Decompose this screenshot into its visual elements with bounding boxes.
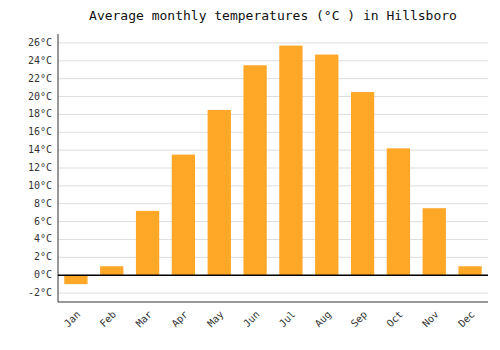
x-tick-label: Mar	[134, 309, 155, 330]
grid-line	[58, 132, 488, 133]
y-tick-label: 18°C	[28, 108, 52, 119]
y-axis: -2°C 0°C 2°C 4°C 6°C 8°C 10°C 12°C 14°C 16°C 18°C 2…	[28, 34, 58, 302]
bar	[243, 65, 266, 275]
grid-line	[58, 275, 488, 276]
y-tick-label: 12°C	[28, 162, 52, 173]
bar	[136, 211, 159, 275]
y-axis-line	[58, 34, 59, 302]
grid-line	[58, 185, 488, 186]
x-tick-label: Oct	[384, 309, 405, 330]
grid-line	[58, 150, 488, 151]
x-tick-label: Jul	[277, 309, 298, 330]
x-axis: Jan Feb Mar Apr May Jun Jul Aug Sep Oct Nov Dec	[62, 309, 477, 330]
y-tick-label: 6°C	[34, 216, 52, 227]
x-tick-label: Apr	[169, 309, 190, 330]
bar	[64, 275, 87, 284]
x-tick-label: Jun	[241, 309, 262, 330]
x-tick-label: Sep	[349, 309, 370, 330]
bar	[100, 266, 123, 275]
bar	[315, 55, 338, 276]
grid-line	[58, 96, 488, 97]
x-tick-label: Feb	[98, 309, 119, 330]
bar	[423, 208, 446, 275]
bars	[64, 46, 481, 285]
grid-line	[58, 78, 488, 79]
grid-line	[58, 114, 488, 115]
y-tick-label: 24°C	[28, 55, 52, 66]
x-tick-label: Jan	[62, 309, 83, 330]
grid	[58, 43, 488, 293]
y-tick-label: 22°C	[28, 73, 52, 84]
chart: -2°C 0°C 2°C 4°C 6°C 8°C 10°C 12°C 14°C 16°C 18°C 2…	[0, 0, 500, 350]
grid-line	[58, 42, 488, 43]
bar	[172, 155, 195, 276]
x-axis-line	[58, 302, 488, 303]
y-tick-label: 16°C	[28, 126, 52, 137]
grid-line	[58, 293, 488, 294]
bar	[351, 92, 374, 275]
x-tick-label: May	[205, 309, 226, 330]
grid-line	[58, 168, 488, 169]
x-tick-label: Nov	[420, 309, 441, 330]
bar	[387, 148, 410, 275]
y-tick-label: 0°C	[34, 269, 52, 280]
bar	[279, 46, 302, 276]
y-tick-label: 2°C	[34, 251, 52, 262]
y-tick-label: 14°C	[28, 144, 52, 155]
y-tick-label: 26°C	[28, 37, 52, 48]
grid-line	[58, 203, 488, 204]
grid-line	[58, 60, 488, 61]
x-tick-label: Aug	[313, 309, 334, 330]
bar	[208, 110, 231, 275]
title: Average monthly temperatures (°C ) in Hi…	[89, 8, 457, 23]
zero-line	[58, 274, 488, 276]
y-tick-label: 20°C	[28, 91, 52, 102]
y-tick-label: -2°C	[28, 287, 52, 298]
x-tick-label: Dec	[456, 309, 477, 330]
y-tick-label: 10°C	[28, 180, 52, 191]
bar	[458, 266, 481, 275]
y-tick-label: 8°C	[34, 198, 52, 209]
y-tick-label: 4°C	[34, 233, 52, 244]
